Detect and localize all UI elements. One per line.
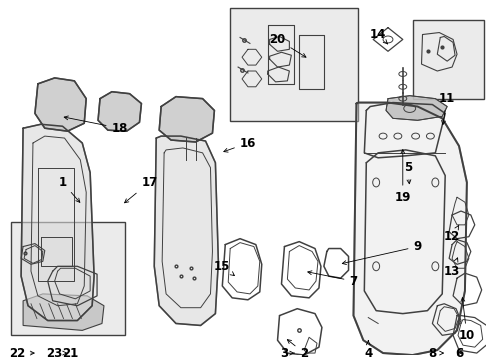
Text: 13: 13 (443, 258, 459, 278)
Text: 15: 15 (214, 260, 234, 275)
Text: 22: 22 (9, 347, 34, 360)
Text: 2: 2 (287, 339, 307, 360)
Text: 23: 23 (46, 347, 66, 360)
Text: 18: 18 (64, 116, 128, 135)
Text: 3: 3 (280, 347, 293, 360)
Polygon shape (21, 124, 94, 320)
Text: 11: 11 (438, 92, 454, 125)
Text: 19: 19 (394, 150, 410, 204)
Text: 17: 17 (124, 176, 157, 203)
Text: 8: 8 (427, 347, 443, 360)
Text: 16: 16 (224, 136, 256, 152)
Polygon shape (98, 92, 141, 131)
Text: 7: 7 (307, 271, 357, 288)
Text: 9: 9 (342, 240, 421, 265)
Text: 4: 4 (364, 341, 372, 360)
Text: 21: 21 (62, 347, 79, 360)
Polygon shape (35, 78, 86, 131)
Text: 10: 10 (458, 298, 474, 342)
Text: 12: 12 (443, 225, 459, 243)
Text: 1: 1 (59, 176, 80, 202)
Polygon shape (385, 96, 446, 120)
Bar (11, 222, 124, 335)
Bar (412, 20, 483, 99)
Text: 5: 5 (403, 161, 411, 184)
Text: 20: 20 (269, 33, 305, 57)
Text: 14: 14 (369, 28, 387, 44)
Polygon shape (159, 96, 214, 142)
Polygon shape (23, 294, 104, 330)
Bar (230, 8, 358, 121)
Text: 6: 6 (454, 347, 462, 360)
Polygon shape (154, 136, 218, 325)
Polygon shape (353, 103, 466, 355)
